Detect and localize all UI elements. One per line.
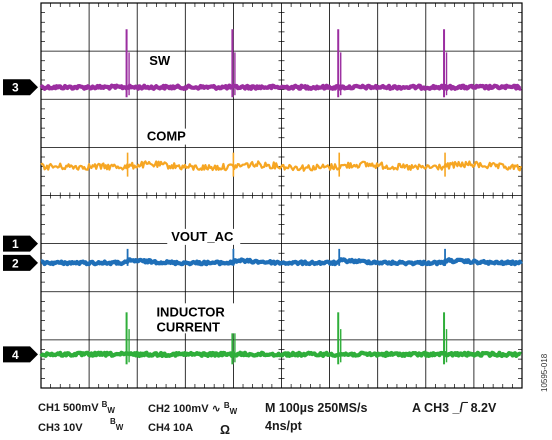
- channel-marker-1: 1: [3, 235, 38, 252]
- trigger-setting: A CH3 _/‾ 8.2V: [412, 401, 496, 415]
- ch4-setting: CH4 10A: [148, 422, 194, 434]
- channel-marker-4: 4: [3, 346, 38, 363]
- ch2-bw-limit: BW: [223, 401, 238, 416]
- ch3-bw-limit: BW: [110, 417, 124, 432]
- channel-marker-2: 2: [3, 254, 38, 271]
- vout-ac-label-bg: [167, 228, 241, 245]
- ch2-scale: CH2 100mV: [148, 403, 209, 415]
- channel-marker-shape: [3, 235, 38, 252]
- trigger-edge-icon: _/‾: [452, 401, 468, 415]
- inductor-current-label-bg: [152, 303, 245, 334]
- graticule-grid: [40, 2, 523, 389]
- sw-waveform: [39, 83, 522, 91]
- bw-letter: B: [101, 400, 108, 409]
- ch2-setting: CH2 100mV ∿ BW: [148, 401, 238, 416]
- ground-markers: 3 1 2 4: [3, 79, 38, 363]
- channel-marker-3: 3: [3, 79, 38, 96]
- timebase-setting: M 100µs 250MS/s: [265, 401, 368, 415]
- channel-marker-shape: [3, 79, 38, 96]
- comp-label: COMP: [147, 129, 186, 144]
- bw-sub: W: [229, 407, 238, 416]
- ch3-setting: CH3 10V: [38, 422, 83, 434]
- figure-id: 10595-018: [540, 353, 549, 392]
- vout-ac-label: VOUT_AC: [171, 229, 234, 244]
- sw-label-bg: [145, 53, 174, 70]
- comp-label-bg: [142, 128, 189, 145]
- channel-marker-label: 1: [12, 237, 19, 251]
- bw-sub: W: [107, 406, 115, 415]
- bw-letter: B: [223, 401, 230, 410]
- inductor-current-label-line: CURRENT: [156, 319, 220, 334]
- channel-marker-shape: [3, 346, 38, 363]
- channel-marker-label: 4: [12, 348, 19, 362]
- channel-marker-label: 3: [12, 81, 19, 95]
- ch1-bw-limit: BW: [101, 400, 115, 415]
- sw-trace: [39, 29, 522, 98]
- traces: [39, 29, 523, 365]
- trigger-source: A CH3: [412, 401, 450, 415]
- ohm-symbol: Ω: [220, 423, 231, 437]
- comp-waveform: [40, 160, 523, 172]
- ac-coupling-icon: ∿: [211, 403, 221, 415]
- bw-sub: W: [115, 423, 124, 432]
- comp-trace: [40, 152, 523, 177]
- trigger-level: 8.2V: [470, 401, 497, 415]
- ch1-scale: CH1 500mV: [38, 402, 99, 414]
- vout-ac-trace: [40, 248, 523, 267]
- channel-marker-label: 2: [12, 256, 19, 270]
- vout-ac-waveform: [40, 257, 523, 267]
- bw-letter: B: [110, 417, 116, 426]
- inductor-current-trace: [39, 312, 522, 365]
- inductor-current-label-line: INDUCTOR: [156, 304, 225, 319]
- sw-label: SW: [149, 53, 171, 68]
- inductor-current-waveform: [39, 350, 522, 358]
- channel-marker-shape: [3, 254, 38, 271]
- ch1-setting: CH1 500mV BW: [38, 400, 115, 415]
- record-resolution: 4ns/pt: [265, 419, 302, 433]
